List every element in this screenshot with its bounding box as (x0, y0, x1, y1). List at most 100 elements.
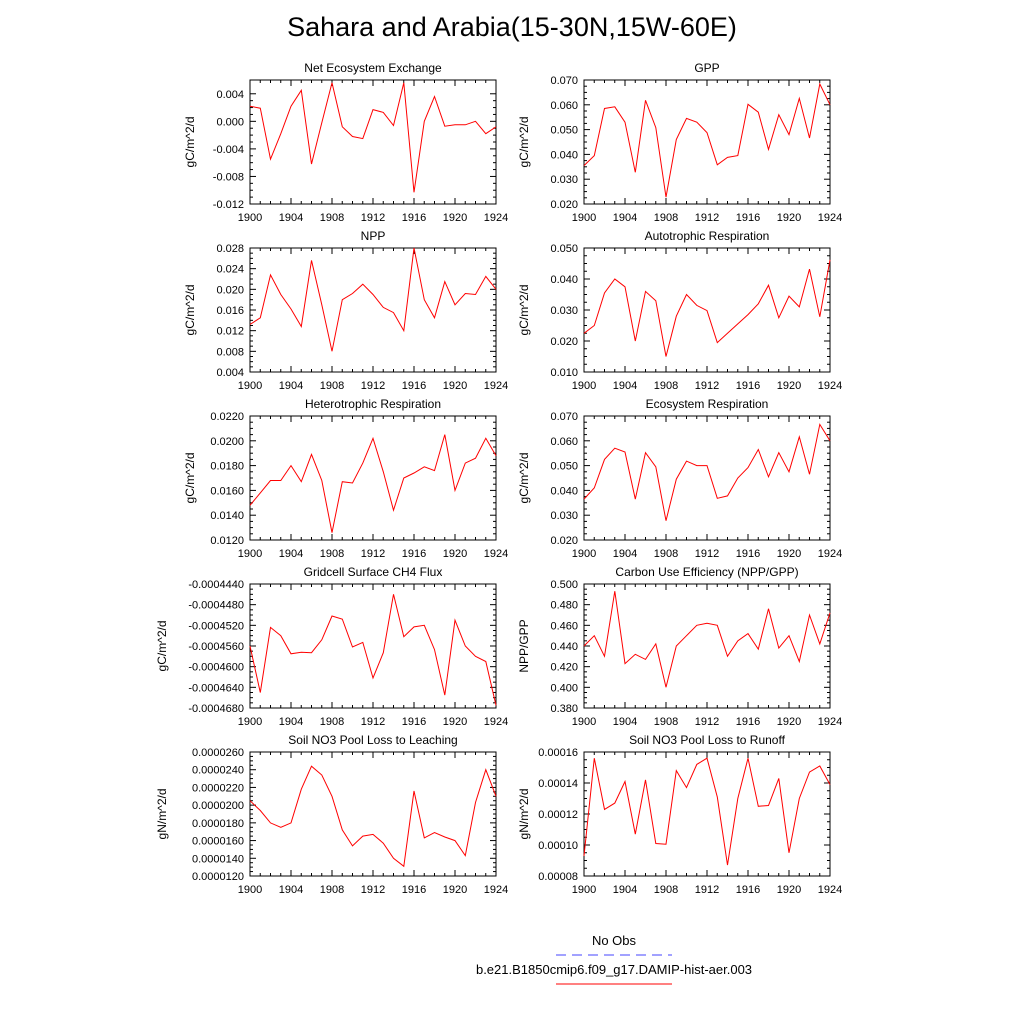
y-tick-label: -0.0004440 (188, 579, 244, 591)
x-tick-label: 1904 (613, 548, 637, 560)
y-tick-label: 0.060 (550, 100, 578, 112)
y-tick-label: 0.020 (216, 284, 244, 296)
y-tick-label: 0.0160 (210, 485, 244, 497)
x-tick-label: 1916 (736, 716, 760, 728)
x-tick-label: 1900 (572, 716, 596, 728)
x-tick-label: 1904 (279, 380, 303, 392)
y-tick-label: 0.040 (550, 274, 578, 286)
x-tick-label: 1900 (572, 212, 596, 224)
y-tick-label: 0.030 (550, 305, 578, 317)
x-tick-label: 1916 (402, 212, 426, 224)
x-tick-label: 1912 (361, 380, 385, 392)
x-tick-label: 1904 (613, 380, 637, 392)
x-tick-label: 1920 (777, 716, 801, 728)
y-tick-label: 0.008 (216, 346, 244, 358)
x-tick-label: 1908 (654, 716, 678, 728)
y-tick-label: 0.000 (216, 116, 244, 128)
y-tick-label: 0.030 (550, 174, 578, 186)
x-tick-label: 1900 (238, 716, 262, 728)
y-tick-label: 0.024 (216, 264, 244, 276)
x-tick-label: 1900 (572, 548, 596, 560)
chart-panel: Heterotrophic Respiration gC/m^2/d 1900 190… (183, 397, 508, 560)
chart-title: Heterotrophic Respiration (305, 397, 441, 411)
chart-panel: NPP gC/m^2/d 1900 1904 1908 1912 1916 1920 1924 0… (183, 229, 508, 392)
y-axis-label: gC/m^2/d (183, 117, 197, 168)
y-axis-label: gC/m^2/d (183, 285, 197, 336)
x-tick-label: 1920 (443, 548, 467, 560)
page-title: Sahara and Arabia(15-30N,15W-60E) (287, 12, 737, 42)
y-tick-label: -0.0004640 (188, 682, 244, 694)
x-tick-label: 1904 (279, 548, 303, 560)
x-tick-label: 1908 (320, 884, 344, 896)
x-tick-label: 1904 (279, 884, 303, 896)
y-tick-label: 0.00008 (538, 871, 578, 883)
x-tick-label: 1916 (402, 884, 426, 896)
y-tick-label: 0.0000140 (192, 853, 244, 865)
x-tick-label: 1912 (695, 548, 719, 560)
y-tick-label: 0.380 (550, 703, 578, 715)
x-tick-label: 1924 (818, 380, 842, 392)
x-tick-label: 1924 (484, 884, 508, 896)
y-tick-label: 0.0000180 (192, 818, 244, 830)
x-tick-label: 1908 (320, 212, 344, 224)
x-tick-label: 1904 (279, 212, 303, 224)
y-axis-label: gC/m^2/d (517, 453, 531, 504)
y-tick-label: 0.480 (550, 600, 578, 612)
legend-run-label: b.e21.B1850cmip6.f09_g17.DAMIP-hist-aer.… (475, 962, 753, 977)
chart-title: Autotrophic Respiration (645, 229, 770, 243)
chart-title: Gridcell Surface CH4 Flux (304, 565, 443, 579)
y-tick-label: -0.0004560 (188, 641, 244, 653)
x-tick-label: 1904 (613, 212, 637, 224)
series-line (583, 82, 831, 198)
x-tick-label: 1912 (695, 212, 719, 224)
x-tick-label: 1908 (320, 548, 344, 560)
series-line (583, 757, 831, 866)
y-tick-label: 0.020 (550, 336, 578, 348)
x-tick-label: 1908 (654, 212, 678, 224)
y-tick-label: 0.00016 (538, 747, 578, 759)
x-tick-label: 1916 (402, 380, 426, 392)
y-tick-label: 0.00012 (538, 809, 578, 821)
y-tick-label: -0.0004520 (188, 620, 244, 632)
y-tick-label: -0.0004480 (188, 600, 244, 612)
y-axis-label: gC/m^2/d (183, 453, 197, 504)
y-tick-label: 0.020 (550, 535, 578, 547)
x-tick-label: 1920 (443, 716, 467, 728)
x-tick-label: 1920 (777, 380, 801, 392)
y-tick-label: 0.00014 (538, 778, 578, 790)
chart-title: Soil NO3 Pool Loss to Runoff (629, 733, 786, 747)
x-tick-label: 1912 (361, 884, 385, 896)
y-tick-label: 0.0000120 (192, 871, 244, 883)
y-tick-label: 0.0000200 (192, 800, 244, 812)
x-tick-label: 1920 (777, 212, 801, 224)
x-tick-label: 1916 (736, 548, 760, 560)
x-tick-label: 1912 (361, 212, 385, 224)
chart-panel: Ecosystem Respiration gC/m^2/d 1900 1904 190… (517, 397, 842, 560)
y-tick-label: 0.070 (550, 75, 578, 87)
x-tick-label: 1912 (361, 716, 385, 728)
chart-title: NPP (361, 229, 386, 243)
chart-title: Ecosystem Respiration (646, 397, 769, 411)
x-tick-label: 1912 (695, 884, 719, 896)
series-line (249, 765, 497, 868)
x-tick-label: 1912 (695, 716, 719, 728)
x-tick-label: 1920 (777, 884, 801, 896)
y-tick-label: 0.004 (216, 367, 244, 379)
y-tick-label: 0.010 (550, 367, 578, 379)
y-tick-label: 0.012 (216, 326, 244, 338)
x-tick-label: 1916 (736, 884, 760, 896)
y-tick-label: 0.016 (216, 305, 244, 317)
legend-no-obs-label: No Obs (591, 933, 637, 948)
x-tick-label: 1920 (777, 548, 801, 560)
y-tick-label: 0.040 (550, 149, 578, 161)
chart-panel: Carbon Use Efficiency (NPP/GPP) NPP/GPP 19… (517, 565, 842, 728)
series-line (583, 591, 831, 688)
y-tick-label: -0.008 (213, 171, 244, 183)
y-axis-label: NPP/GPP (517, 619, 531, 672)
x-tick-label: 1912 (695, 380, 719, 392)
chart-panel: Soil NO3 Pool Loss to Runoff gN/m^2/d 1900… (517, 733, 842, 896)
chart-panel: Soil NO3 Pool Loss to Leaching gN/m^2/d 19… (155, 733, 508, 896)
x-tick-label: 1900 (238, 548, 262, 560)
y-tick-label: 0.440 (550, 641, 578, 653)
